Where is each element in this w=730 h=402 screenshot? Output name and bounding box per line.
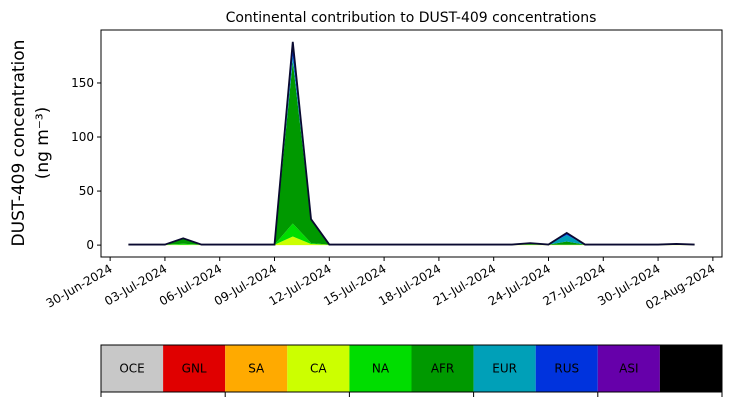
legend-label: CA [310,362,327,376]
legend-frame [100,344,723,393]
y-tick-label: 150 [71,76,94,90]
legend-swatch [659,345,722,392]
area [128,223,695,245]
legend-label: GNL [182,362,207,376]
legend-swatch [349,345,412,392]
legend-swatch [287,345,350,392]
legend-swatch [597,345,660,392]
legend-label: EUR [492,362,517,376]
area [128,61,695,245]
legend-swatch [473,345,536,392]
legend-label: NA [372,362,390,376]
legend-label: OCE [119,362,144,376]
legend-label: RUS [554,362,579,376]
area [128,45,695,245]
legend-label: SA [248,362,265,376]
y-tick-label: 0 [86,238,94,252]
y-axis-label: DUST-409 concentration [9,40,29,247]
legend-label: AFR [431,362,454,376]
area [128,41,695,245]
y-axis-label: (ng m⁻³) [33,107,53,180]
legend-swatch [101,345,164,392]
plot-frame [100,29,723,258]
legend-swatch [225,345,288,392]
total-outline [128,41,695,246]
legend-swatch [411,345,474,392]
legend-label: ASI [619,362,638,376]
y-tick-label: 50 [79,184,94,198]
x-tick-label: 30-Jun-2024 [44,261,115,310]
legend-label: AUS [679,362,704,376]
legend-swatch [163,345,226,392]
y-tick-label: 100 [71,130,94,144]
area [128,55,695,245]
area [128,41,695,245]
legend-swatch [535,345,598,392]
chart-title: Continental contribution to DUST-409 con… [226,10,597,26]
